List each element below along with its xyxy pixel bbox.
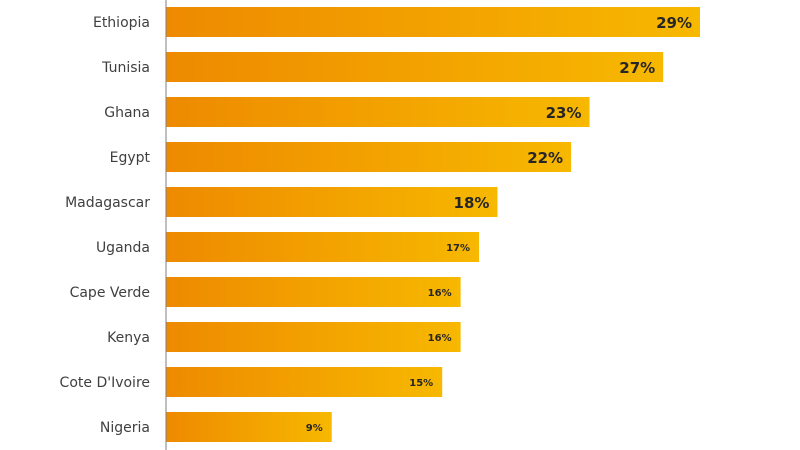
bar-madagascar [166, 187, 498, 217]
bar-egypt [166, 142, 572, 172]
bars-layer: 29% 27% 23% 22% 18% 17% 16% 16% 15% 9% [166, 7, 700, 442]
bar-ethiopia [166, 7, 700, 37]
category-label: Uganda [96, 240, 150, 256]
category-labels: Ethiopia Tunisia Ghana Egypt Madagascar Ugand… [60, 15, 151, 436]
value-label: 9% [306, 423, 323, 434]
bar-ghana [166, 97, 590, 127]
category-label: Cote D'Ivoire [60, 375, 150, 391]
value-label: 16% [428, 333, 452, 344]
value-label: 29% [656, 14, 692, 32]
category-label: Tunisia [101, 60, 150, 76]
value-label: 17% [446, 243, 470, 254]
value-label: 16% [428, 288, 452, 299]
category-label: Madagascar [65, 195, 150, 211]
bar-tunisia [166, 52, 664, 82]
category-label: Ethiopia [93, 15, 150, 31]
category-label: Cape Verde [70, 285, 150, 301]
category-label: Ghana [104, 105, 150, 121]
category-label: Egypt [110, 150, 151, 166]
bar-nigeria [166, 412, 332, 442]
bar-cote-d-ivoire [166, 367, 443, 397]
bar-cape-verde [166, 277, 461, 307]
category-label: Kenya [107, 330, 150, 346]
category-label: Nigeria [100, 420, 150, 436]
value-label: 22% [527, 149, 563, 167]
value-label: 27% [619, 59, 655, 77]
value-label: 23% [546, 104, 582, 122]
bar-uganda [166, 232, 480, 262]
value-label: 18% [454, 194, 490, 212]
bar-kenya [166, 322, 461, 352]
value-label: 15% [409, 378, 433, 389]
